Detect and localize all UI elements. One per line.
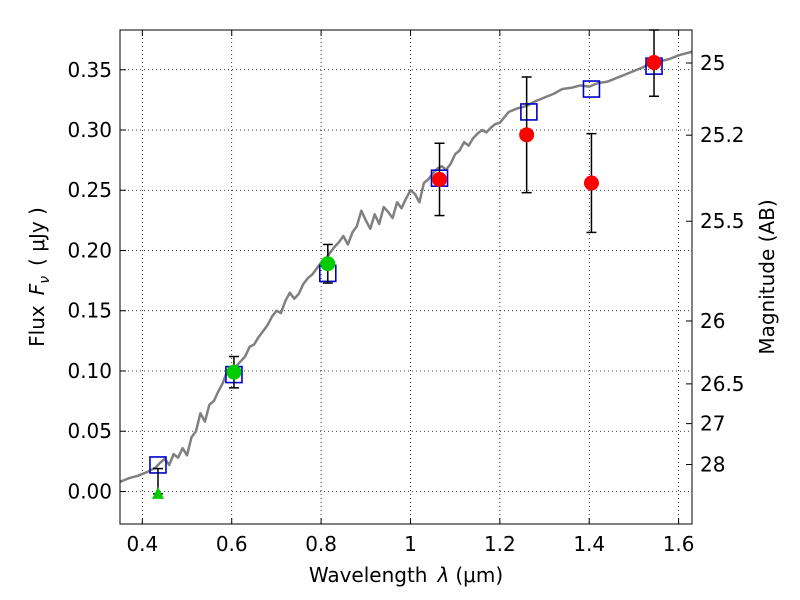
model-spectrum-line xyxy=(120,50,692,483)
red-point xyxy=(583,175,599,191)
green-point xyxy=(320,256,336,272)
red-point xyxy=(646,55,662,71)
axis-ticks: 0.4 0.6 0.8 1 1.2 1.4 1.6 0.00 0.05 0.10 0.15 0.20 0… xyxy=(67,30,745,556)
x-tick-label: 0.4 xyxy=(126,532,158,556)
x-tick-label: 1.4 xyxy=(573,532,605,556)
green-point xyxy=(226,364,242,380)
x-tick-label: 0.8 xyxy=(305,532,337,556)
x-tick-label: 1.2 xyxy=(484,532,516,556)
x-tick-label: 1 xyxy=(404,532,417,556)
right-tick-label: 26 xyxy=(700,309,725,333)
y-tick-label: 0.30 xyxy=(67,118,112,142)
y-tick-label: 0.10 xyxy=(67,359,112,383)
right-tick-label: 25.5 xyxy=(700,209,745,233)
model-point xyxy=(520,103,538,121)
model-spectrum-layer xyxy=(120,50,692,483)
right-tick-label: 26.5 xyxy=(700,372,745,396)
right-tick-label: 27 xyxy=(700,412,725,436)
y-tick-label: 0.00 xyxy=(67,479,112,503)
y-tick-label: 0.15 xyxy=(67,299,112,323)
right-axis-label: Magnitude (AB) xyxy=(755,199,779,354)
y-tick-label: 0.20 xyxy=(67,238,112,262)
y-tick-label: 0.35 xyxy=(67,58,112,82)
x-tick-label: 0.6 xyxy=(216,532,248,556)
model-point xyxy=(582,80,601,98)
photometry-layer xyxy=(149,29,663,499)
red-point xyxy=(432,171,448,187)
y-axis-label: FluxFν( μJy ) xyxy=(25,207,53,347)
x-axis-label: Wavelength λ (μm) xyxy=(309,563,503,587)
plot-frame xyxy=(119,29,693,525)
y-tick-label: 0.05 xyxy=(67,419,112,443)
grid xyxy=(120,30,692,524)
right-tick-label: 25 xyxy=(700,51,725,75)
red-point xyxy=(519,127,535,143)
right-tick-label: 28 xyxy=(700,452,725,476)
x-tick-label: 1.6 xyxy=(663,532,695,556)
right-tick-label: 25.2 xyxy=(700,123,745,147)
upper-limit-triangle xyxy=(151,486,164,499)
y-tick-label: 0.25 xyxy=(67,178,112,202)
